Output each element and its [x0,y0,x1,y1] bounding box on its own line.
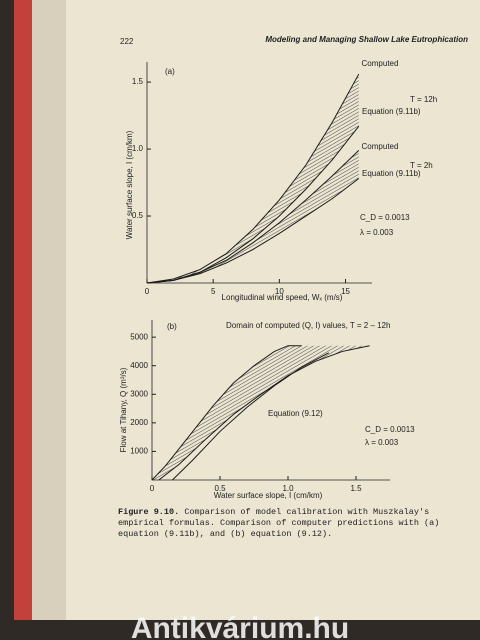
series-line [158,345,370,481]
paper [66,0,480,620]
y-tick-label: 3000 [130,389,148,398]
series-line [172,352,330,481]
y-tick-label: 0.5 [132,211,144,220]
x-tick-label: 0.5 [214,484,226,493]
series-line [151,345,302,481]
annotation: C_D = 0.0013 [365,425,415,434]
y-label: Flow at Tihany, Q (m³/s) [119,367,128,452]
x-tick-label: 0 [145,287,150,296]
watermark: Antikvárium.hu [131,612,349,640]
annotation: λ = 0.003 [365,438,399,447]
series-label: Equation (9.11b) [362,169,421,178]
y-tick-label: 1.5 [132,77,144,86]
caption-text: Comparison of model calibration with Mus… [118,507,440,539]
x-tick-label: 10 [275,287,284,296]
series-label: Computed [362,59,399,68]
panel-label: (a) [165,67,175,76]
series-label: Computed [362,142,399,151]
annotation: T = 2h [410,161,433,170]
annotation: λ = 0.003 [360,228,394,237]
panel-label: (b) [167,322,177,331]
running-title: Modeling and Managing Shallow Lake Eutro… [265,35,468,44]
hatch-band [152,345,370,480]
y-tick-label: 5000 [130,332,148,341]
y-tick-label: 2000 [130,418,148,427]
y-tick-label: 4000 [130,361,148,370]
x-tick-label: 15 [341,287,350,296]
spine [14,0,32,620]
annotation: T = 12h [410,95,437,104]
caption-label: Figure 9.10. [118,507,180,517]
x-tick-label: 0 [150,484,155,493]
y-tick-label: 1000 [130,447,148,456]
x-label: Water surface slope, I (cm/km) [214,491,323,500]
caption: Figure 9.10. Comparison of model calibra… [118,507,468,540]
series-label: Equation (9.12) [268,409,323,418]
y-label: Water surface slope, I (cm/km) [125,130,134,239]
series-line [146,73,360,284]
annotation: C_D = 0.0013 [360,213,410,222]
series-line [146,178,360,284]
x-tick-label: 1.5 [350,484,362,493]
x-tick-label: 5 [211,287,216,296]
y-tick-label: 1.0 [132,144,144,153]
page-number: 222 [120,37,134,46]
x-label: Longitudinal wind speed, Wₓ (m/s) [222,293,343,302]
page-edges [32,0,68,620]
annotation: Domain of computed (Q, I) values, T = 2 … [226,321,390,330]
x-tick-label: 1.0 [282,484,294,493]
series-label: Equation (9.11b) [362,107,421,116]
